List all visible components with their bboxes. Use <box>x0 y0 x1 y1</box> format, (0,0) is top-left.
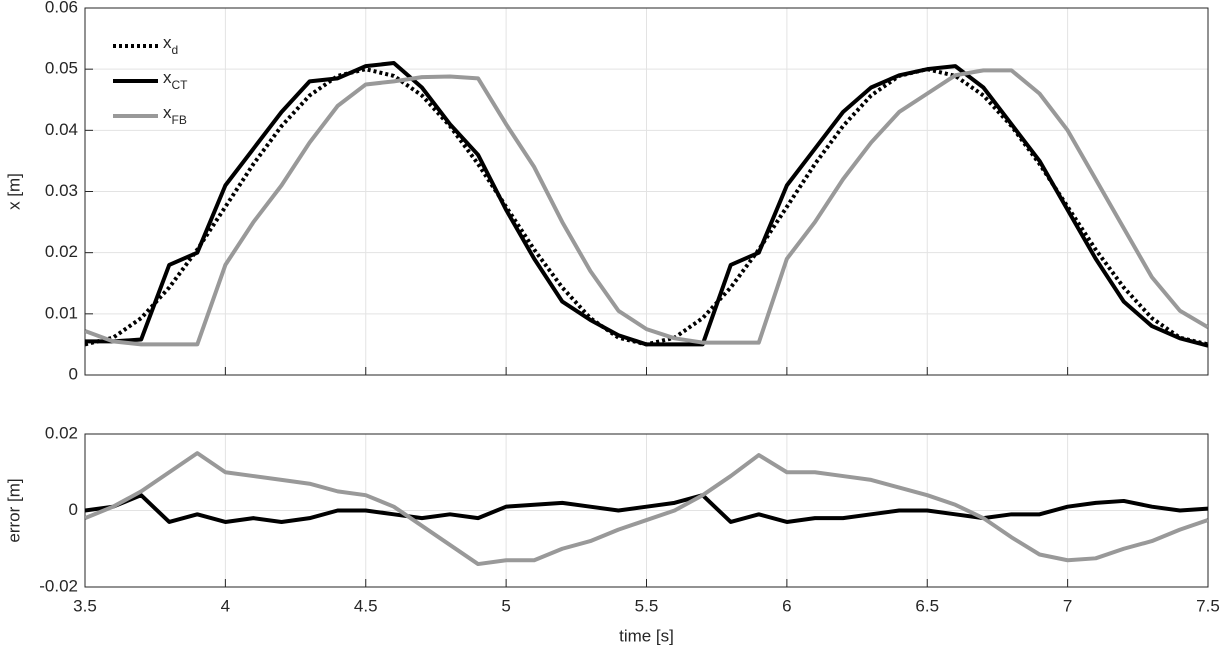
series-line <box>85 493 1208 524</box>
x-axis-label: time [s] <box>619 626 674 645</box>
series-line <box>85 451 1208 567</box>
legend-name: x <box>163 33 172 52</box>
y-tick-label: 0.04 <box>45 120 78 139</box>
series-line <box>85 68 1208 347</box>
legend-name: x <box>163 103 172 122</box>
y-axis-label: error [m] <box>4 478 23 542</box>
axes-box <box>84 7 1209 376</box>
x-tick-label: 7.5 <box>1196 596 1220 615</box>
x-tick-label: 5 <box>501 596 510 615</box>
y-tick-label: 0 <box>69 500 78 519</box>
legend-subscript: CT <box>172 78 189 92</box>
y-tick-label: 0.02 <box>45 423 78 442</box>
y-tick-label: 0.03 <box>45 181 78 200</box>
series-line <box>85 61 1208 348</box>
x-tick-label: 4.5 <box>354 596 378 615</box>
legend-label: xd <box>163 33 178 57</box>
x-tick-label: 5.5 <box>635 596 659 615</box>
legend-subscript: d <box>172 43 179 57</box>
x-tick-label: 6.5 <box>915 596 939 615</box>
y-tick-label: 0.01 <box>45 303 78 322</box>
y-tick-label: 0.06 <box>45 0 78 16</box>
y-tick-label: 0 <box>69 364 78 383</box>
legend-label: xFB <box>163 103 187 127</box>
x-tick-label: 4 <box>221 596 230 615</box>
x-tick-label: 7 <box>1063 596 1072 615</box>
x-tick-label: 6 <box>782 596 791 615</box>
y-tick-label: -0.02 <box>39 576 78 595</box>
legend-name: x <box>163 68 172 87</box>
x-tick-label: 3.5 <box>73 596 97 615</box>
legend-label: xCT <box>163 68 188 92</box>
legend-subscript: FB <box>172 113 187 127</box>
y-axis-label: x [m] <box>4 173 23 210</box>
y-tick-label: 0.05 <box>45 59 78 78</box>
y-tick-label: 0.02 <box>45 242 78 261</box>
